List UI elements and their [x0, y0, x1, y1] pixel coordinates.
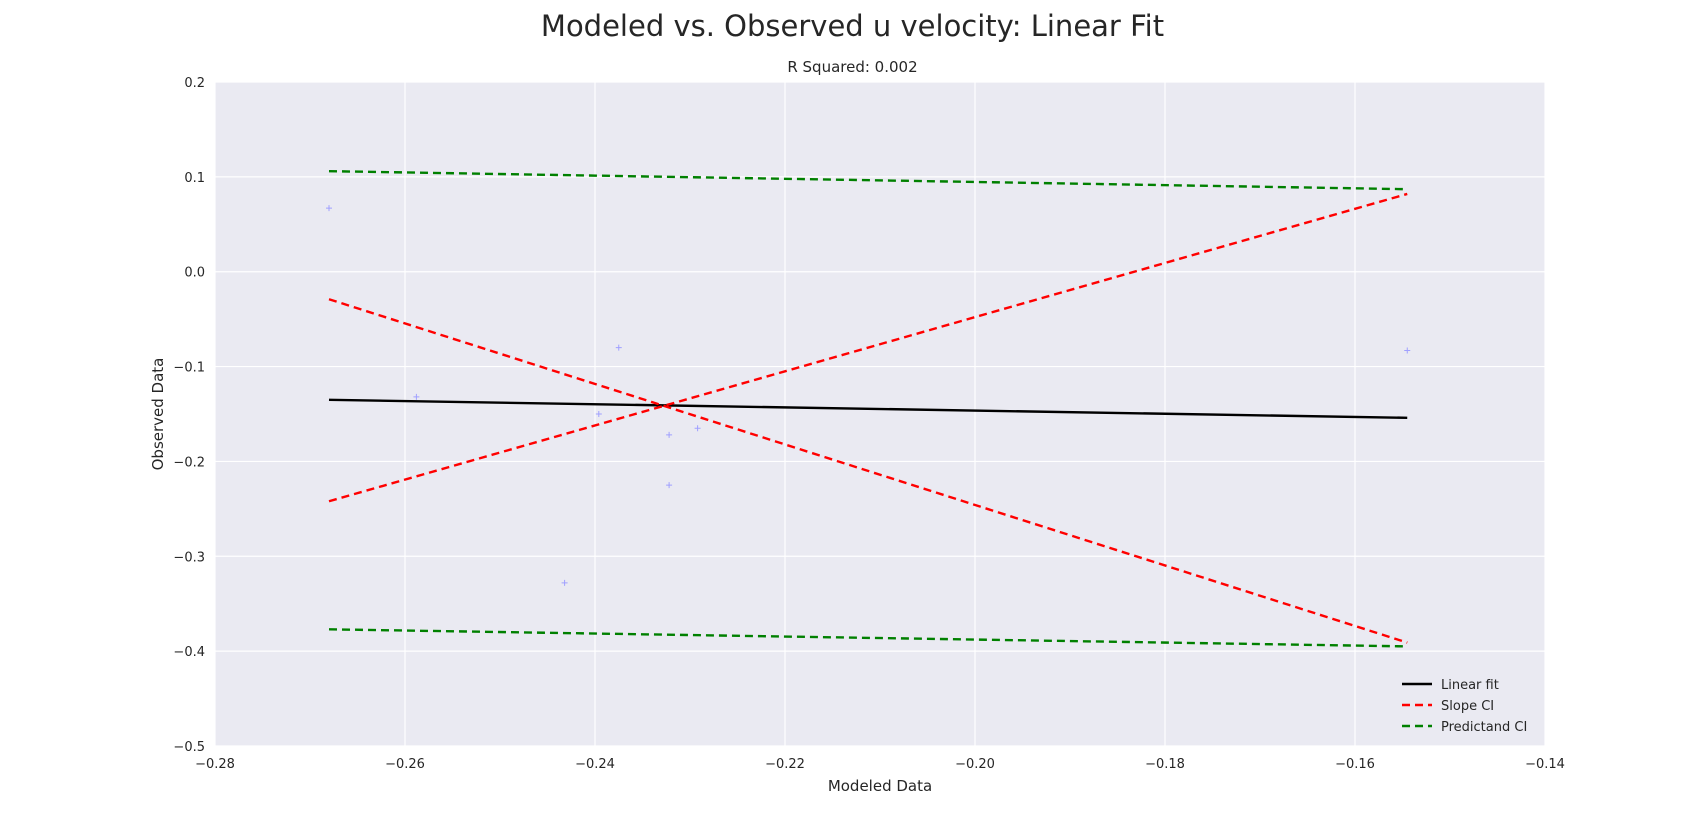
- linear-fit-line: [328, 398, 1408, 419]
- x-tick-label: −0.26: [385, 757, 425, 772]
- x-tick-label: −0.22: [765, 757, 805, 772]
- x-tick-label: −0.24: [575, 757, 615, 772]
- y-tick-label: −0.5: [173, 740, 205, 755]
- y-tick-label: 0.0: [184, 266, 205, 281]
- legend-label-predictand-ci: Predictand CI: [1441, 720, 1527, 735]
- data-point: [666, 482, 673, 489]
- data-point: [561, 579, 568, 586]
- y-tick-label: −0.1: [173, 361, 205, 376]
- data-point: [413, 393, 420, 400]
- slope-ci-line: [328, 298, 1408, 644]
- y-tick-label: −0.3: [173, 550, 205, 565]
- predictand-ci-line: [328, 628, 1408, 648]
- data-point: [595, 411, 602, 417]
- x-tick-label: −0.16: [1335, 757, 1375, 772]
- data-point: [666, 431, 673, 438]
- x-tick-label: −0.20: [955, 757, 995, 772]
- predictand-ci-line: [328, 169, 1408, 191]
- y-tick-label: 0.1: [184, 171, 205, 186]
- legend-label-slope-ci: Slope CI: [1441, 699, 1494, 714]
- data-point: [694, 425, 701, 432]
- data-point: [615, 344, 622, 351]
- y-tick-label: −0.2: [173, 455, 205, 470]
- data-point: [1404, 347, 1411, 354]
- y-tick-label: −0.4: [173, 645, 205, 660]
- y-axis-label: Observed Data: [149, 358, 167, 471]
- x-tick-label: −0.14: [1525, 757, 1565, 772]
- chart-title: Modeled vs. Observed u velocity: Linear …: [540, 9, 1165, 43]
- x-tick-label: −0.18: [1145, 757, 1185, 772]
- slope-ci-line: [328, 192, 1408, 503]
- legend-label-linear-fit: Linear fit: [1441, 678, 1499, 693]
- x-axis-label: Modeled Data: [828, 777, 932, 795]
- data-point: [326, 205, 332, 212]
- chart-subtitle: R Squared: 0.002: [787, 58, 918, 76]
- plot-background: [215, 82, 1545, 746]
- x-tick-label: −0.28: [195, 757, 235, 772]
- y-tick-label: 0.2: [184, 76, 205, 91]
